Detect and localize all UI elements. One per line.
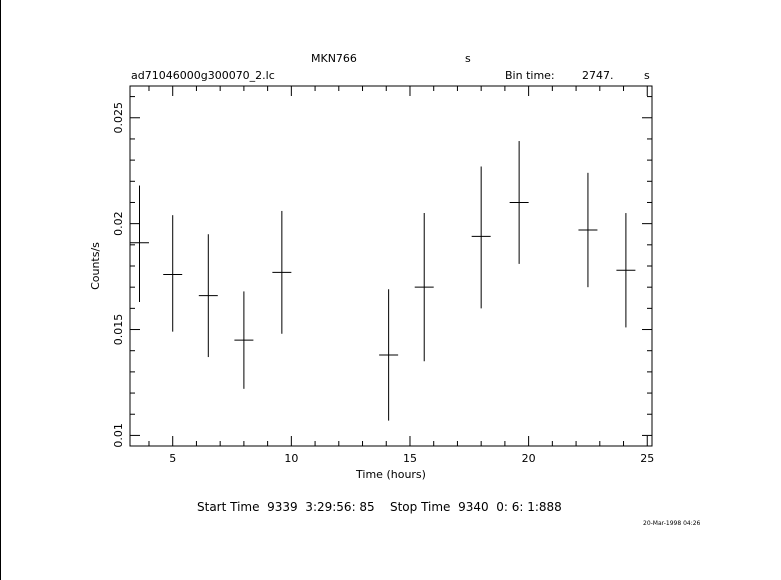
y-axis-label: Counts/s	[89, 242, 102, 290]
y-tick-label: 0.02	[112, 211, 125, 236]
start-time-label: Start Time	[197, 500, 260, 514]
bin-time-label: Bin time:	[505, 69, 555, 82]
data-point	[509, 141, 529, 264]
x-tick-label: 20	[522, 452, 536, 465]
plot-timestamp: 20-Mar-1998 04:26	[643, 520, 701, 527]
bin-time-unit: s	[644, 69, 650, 82]
x-tick-label: 5	[169, 452, 176, 465]
axis-tick-labels: 5 10 15 20 25 0.01 0.015 0.02 0.025	[112, 102, 654, 465]
window-edge	[0, 0, 1, 580]
x-axis-label: Time (hours)	[355, 468, 426, 481]
stop-time-label: Stop Time	[389, 500, 451, 514]
object-name: MKN766	[311, 52, 357, 65]
y-tick-label: 0.025	[112, 102, 125, 134]
y-tick-label: 0.01	[112, 423, 125, 448]
data-point	[272, 210, 292, 334]
axis-ticks	[130, 86, 652, 446]
data-point	[379, 289, 399, 421]
object-unit: s	[465, 52, 471, 65]
file-name: ad71046000g300070_2.lc	[131, 69, 275, 82]
x-tick-label: 25	[640, 452, 654, 465]
data-point	[616, 213, 636, 328]
x-tick-label: 15	[403, 452, 417, 465]
start-time-value: 9339 3:29:56: 85	[267, 500, 375, 514]
stop-time-value: 9340 0: 6: 1:888	[458, 500, 562, 514]
data-point	[414, 213, 434, 362]
data-point	[130, 185, 149, 302]
data-points	[130, 141, 636, 421]
data-point	[578, 172, 598, 288]
y-tick-label: 0.015	[112, 314, 125, 346]
x-tick-label: 10	[284, 452, 298, 465]
bin-time-value: 2747.	[582, 69, 614, 82]
data-point	[471, 166, 491, 309]
data-point	[163, 215, 183, 332]
data-point	[198, 234, 218, 358]
data-point	[234, 291, 254, 389]
time-range: Start Time 9339 3:29:56: 85 Stop Time 93…	[197, 500, 562, 514]
